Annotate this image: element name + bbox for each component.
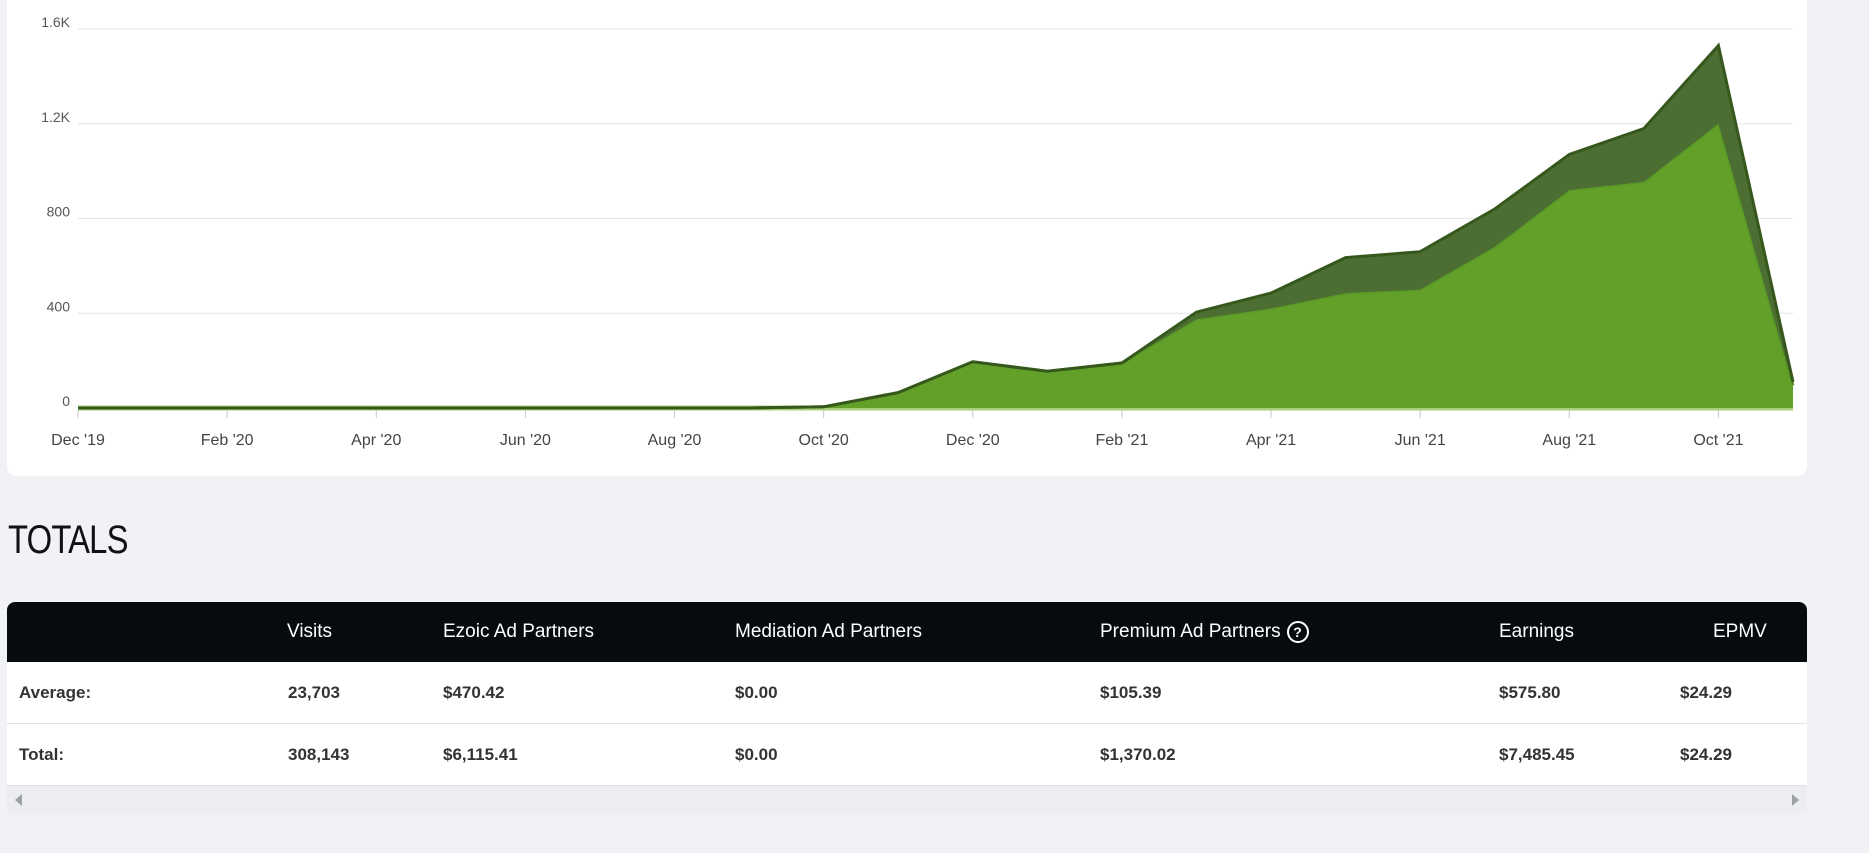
column-header-mediation-ad-partners[interactable]: Mediation Ad Partners [735, 621, 922, 642]
cell-mediation: $0.00 [735, 682, 778, 702]
row-label: Total: [19, 744, 65, 764]
cell-epmv: $24.29 [1680, 682, 1732, 702]
y-tick-label: 0 [62, 393, 70, 409]
column-header-epmv[interactable]: EPMV [1713, 621, 1767, 642]
x-tick-label: Oct '21 [1693, 432, 1743, 449]
x-tick-label: Feb '21 [1095, 432, 1148, 449]
x-tick-label: Aug '21 [1542, 432, 1596, 449]
y-tick-label: 400 [47, 298, 71, 314]
x-tick-label: Oct '20 [799, 432, 849, 449]
chart-card: 0 400 800 1.2K 1.6K Dec '19 Feb '20 Apr '20 Jun … [7, 0, 1807, 476]
table-row-total: Total: 308,143 $6,115.41 $0.00 $1,370.02… [7, 724, 1807, 786]
cell-mediation: $0.00 [735, 744, 778, 764]
totals-table: Visits Ezoic Ad Partners Mediation Ad Pa… [7, 602, 1807, 813]
x-tick-label: Apr '21 [1246, 432, 1296, 449]
y-tick-label: 1.2K [41, 109, 70, 125]
column-header-ezoic-ad-partners[interactable]: Ezoic Ad Partners [443, 621, 595, 642]
column-header-earnings[interactable]: Earnings [1499, 621, 1574, 642]
table-row-average: Average: 23,703 $470.42 $0.00 $105.39 $5… [7, 662, 1807, 724]
cell-visits: 308,143 [288, 744, 350, 764]
x-tick-label: Aug '20 [648, 432, 702, 449]
x-tick-label: Jun '21 [1395, 432, 1446, 449]
x-tick-label: Dec '20 [946, 432, 1000, 449]
cell-earnings: $575.80 [1499, 682, 1561, 702]
row-label: Average: [19, 682, 92, 702]
x-tick-label: Dec '19 [51, 432, 105, 449]
horizontal-scrollbar[interactable] [7, 786, 1807, 813]
y-tick-label: 800 [47, 204, 71, 220]
stacked-area-chart: 0 400 800 1.2K 1.6K Dec '19 Feb '20 Apr '20 Jun … [41, 14, 1795, 449]
table-header: Visits Ezoic Ad Partners Mediation Ad Pa… [7, 602, 1807, 662]
column-header-visits[interactable]: Visits [287, 621, 333, 642]
x-tick-label: Jun '20 [500, 432, 551, 449]
y-tick-label: 1.6K [41, 14, 70, 30]
scroll-right-icon[interactable] [1792, 794, 1799, 806]
question-circle-icon[interactable]: ? [1286, 621, 1309, 643]
column-header-premium-ad-partners[interactable]: Premium Ad Partners ? [1100, 602, 1309, 662]
cell-earnings: $7,485.45 [1499, 744, 1575, 764]
scroll-left-icon[interactable] [15, 794, 22, 806]
area-line-series-2 [78, 42, 1795, 410]
x-tick-label: Feb '20 [201, 432, 254, 449]
cell-premium: $1,370.02 [1100, 744, 1176, 764]
x-tick-label: Apr '20 [351, 432, 401, 449]
totals-title: TOTALS [8, 518, 128, 562]
cell-ezoic: $470.42 [443, 682, 505, 702]
cell-premium: $105.39 [1100, 682, 1162, 702]
cell-ezoic: $6,115.41 [443, 744, 518, 764]
cell-visits: 23,703 [288, 682, 340, 702]
area-series-1 [78, 123, 1793, 409]
cell-epmv: $24.29 [1680, 744, 1732, 764]
premium-header-label: Premium Ad Partners [1100, 621, 1281, 642]
